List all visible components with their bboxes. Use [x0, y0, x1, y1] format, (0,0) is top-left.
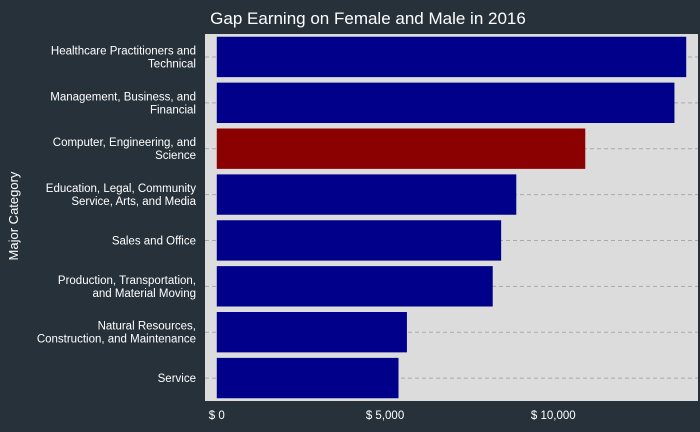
category-label: Natural Resources, Construction, and Main…	[37, 321, 196, 346]
category-label-line: Service	[158, 373, 196, 385]
category-label: Computer, Engineering, and Science	[53, 137, 196, 162]
x-tick-labels: $ 0 $ 5,000 $ 10,000	[209, 410, 576, 422]
bar[interactable]	[216, 174, 517, 215]
category-label: Production, Transportation, and Material …	[58, 275, 196, 300]
bar[interactable]	[216, 128, 586, 169]
chart-title: Gap Earning on Female and Male in 2016	[210, 9, 526, 28]
bars-layer	[216, 36, 687, 399]
category-labels: Healthcare Practitioners and Technical Man…	[37, 45, 197, 385]
bar[interactable]	[216, 36, 687, 78]
y-axis-title: Major Category	[6, 171, 21, 260]
bar[interactable]	[216, 357, 399, 399]
category-label-line: Computer, Engineering, and	[53, 137, 196, 149]
category-label-line: Service, Arts, and Media	[71, 196, 196, 208]
category-label: Sales and Office	[112, 235, 196, 247]
category-label-line: Sales and Office	[112, 235, 196, 247]
category-label: Management, Business, and Financial	[50, 91, 196, 116]
category-label-line: Management, Business, and	[50, 91, 196, 103]
category-label-line: Financial	[150, 104, 196, 116]
x-tick-label: $ 0	[209, 410, 225, 422]
category-label-line: Science	[155, 150, 196, 162]
category-label: Healthcare Practitioners and Technical	[51, 45, 196, 70]
bar[interactable]	[216, 82, 675, 123]
category-label-line: Education, Legal, Community	[46, 183, 196, 195]
bar[interactable]	[216, 220, 502, 261]
category-label-line: Construction, and Maintenance	[37, 334, 196, 346]
category-label-line: and Material Moving	[92, 288, 196, 300]
category-label-line: Natural Resources,	[98, 321, 196, 333]
x-tick-label: $ 5,000	[366, 410, 404, 422]
category-label: Service	[158, 373, 196, 385]
category-label-line: Technical	[148, 58, 196, 70]
bar[interactable]	[216, 312, 407, 353]
category-label-line: Production, Transportation,	[58, 275, 196, 287]
x-tick-label: $ 10,000	[531, 410, 576, 422]
category-label: Education, Legal, Community Service, Arts…	[46, 183, 197, 208]
category-label-line: Healthcare Practitioners and	[51, 45, 196, 57]
bar[interactable]	[216, 266, 493, 307]
